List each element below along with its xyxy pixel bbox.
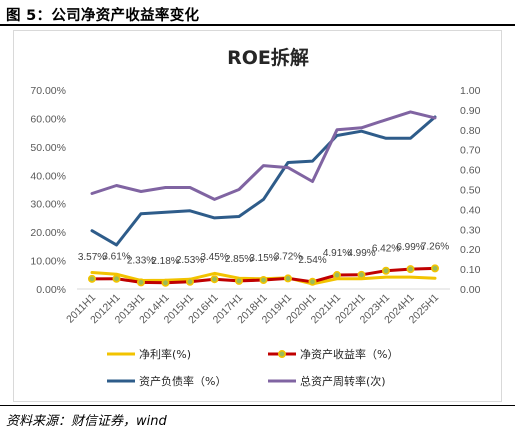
series-line-3 [90, 110, 437, 201]
data-label: 2.53% [176, 255, 204, 266]
series-point [308, 277, 317, 286]
data-label: 4.99% [347, 248, 375, 259]
legend-item: 净利率(%) [107, 347, 191, 361]
right-axis-tick-label: 0.50 [460, 185, 481, 197]
left-axis-tick-label: 20.00% [30, 227, 66, 239]
chart-frame [13, 30, 502, 402]
figure-source: 资料来源：财信证券，wind [6, 414, 167, 429]
right-axis-tick-label: 0.80 [460, 125, 481, 137]
x-axis: 2011H12012H12013H12014H12015H12016H12017… [64, 288, 450, 326]
legend-item: 资产负债率（%） [107, 374, 226, 388]
data-label: 6.42% [372, 244, 400, 255]
right-axis-tick-label: 0.40 [460, 204, 481, 216]
data-label: 3.57% [78, 252, 106, 263]
right-axis-tick-label: 0.30 [460, 224, 481, 236]
data-label: 3.61% [102, 252, 130, 263]
title-divider [0, 24, 515, 26]
legend-item: 净资产收益率（%） [268, 347, 398, 361]
right-axis-tick-label: 0.10 [460, 264, 481, 276]
series-point [332, 271, 341, 280]
data-label: 3.45% [200, 252, 228, 263]
legend-marker [277, 349, 286, 358]
source-divider [0, 405, 515, 406]
left-axis-tick-label: 60.00% [30, 113, 66, 125]
right-axis-tick-label: 0.60 [460, 165, 481, 177]
series-point [430, 264, 439, 273]
legend-label: 资产负债率（%） [139, 374, 226, 388]
series-point [186, 277, 195, 286]
series-point [406, 265, 415, 274]
legend: 净利率(%) 净资产收益率（%） 资产负债率（%） 总资产周转率(次) [107, 347, 398, 388]
legend-label: 净资产收益率（%） [300, 347, 398, 361]
series-point [112, 274, 121, 283]
legend-item: 总资产周转率(次) [268, 374, 386, 388]
right-axis-tick-label: 0.00 [460, 284, 481, 296]
left-axis-tick-label: 70.00% [30, 85, 66, 97]
chart-title: ROE拆解 [227, 46, 309, 69]
right-axis-tick-label: 0.70 [460, 145, 481, 157]
series-layer [88, 110, 439, 287]
data-label: 6.99% [396, 242, 424, 253]
data-label: 2.33% [127, 255, 155, 266]
left-axis-tick-label: 50.00% [30, 142, 66, 154]
legend-label: 净利率(%) [139, 347, 191, 361]
data-label: 2.18% [151, 256, 179, 267]
left-axis: 0.00% 10.00% 20.00% 30.00% 40.00% 50.00% 60.00… [30, 85, 66, 296]
legend-label: 总资产周转率(次) [300, 374, 386, 388]
data-label: 3.72% [274, 251, 302, 262]
series-point [88, 274, 97, 283]
roe-decomposition-chart: ROE拆解 0.00% 10.00% 20.00% 30.00% 40.00% 50.00… [30, 46, 481, 388]
right-axis-tick-label: 0.90 [460, 105, 481, 117]
series-line-2 [90, 115, 437, 247]
series-point [381, 266, 390, 275]
right-axis-tick-label: 0.20 [460, 244, 481, 256]
figure-title: 图 5：公司净资产收益率变化 [6, 8, 200, 24]
left-axis-tick-label: 40.00% [30, 170, 66, 182]
data-label: 7.26% [421, 241, 449, 252]
left-axis-tick-label: 0.00% [36, 284, 66, 296]
data-label: 2.85% [225, 254, 253, 265]
data-label: 2.54% [298, 255, 326, 266]
series-point [259, 276, 268, 285]
series-point [137, 278, 146, 287]
series-point [235, 276, 244, 285]
series-point [161, 278, 170, 287]
series-point [210, 275, 219, 284]
data-labels: 3.57%3.61%2.33%2.18%2.53%3.45%2.85%3.15%… [78, 241, 449, 266]
data-label: 3.15% [249, 253, 277, 264]
left-axis-tick-label: 10.00% [30, 256, 66, 268]
left-axis-tick-label: 30.00% [30, 199, 66, 211]
right-axis: 0.00 0.10 0.20 0.30 0.40 0.50 0.60 0.70 0.80 0.90… [460, 85, 481, 296]
series-point [283, 274, 292, 283]
right-axis-tick-label: 1.00 [460, 85, 481, 97]
series-point [357, 270, 366, 279]
data-label: 4.91% [323, 248, 351, 259]
